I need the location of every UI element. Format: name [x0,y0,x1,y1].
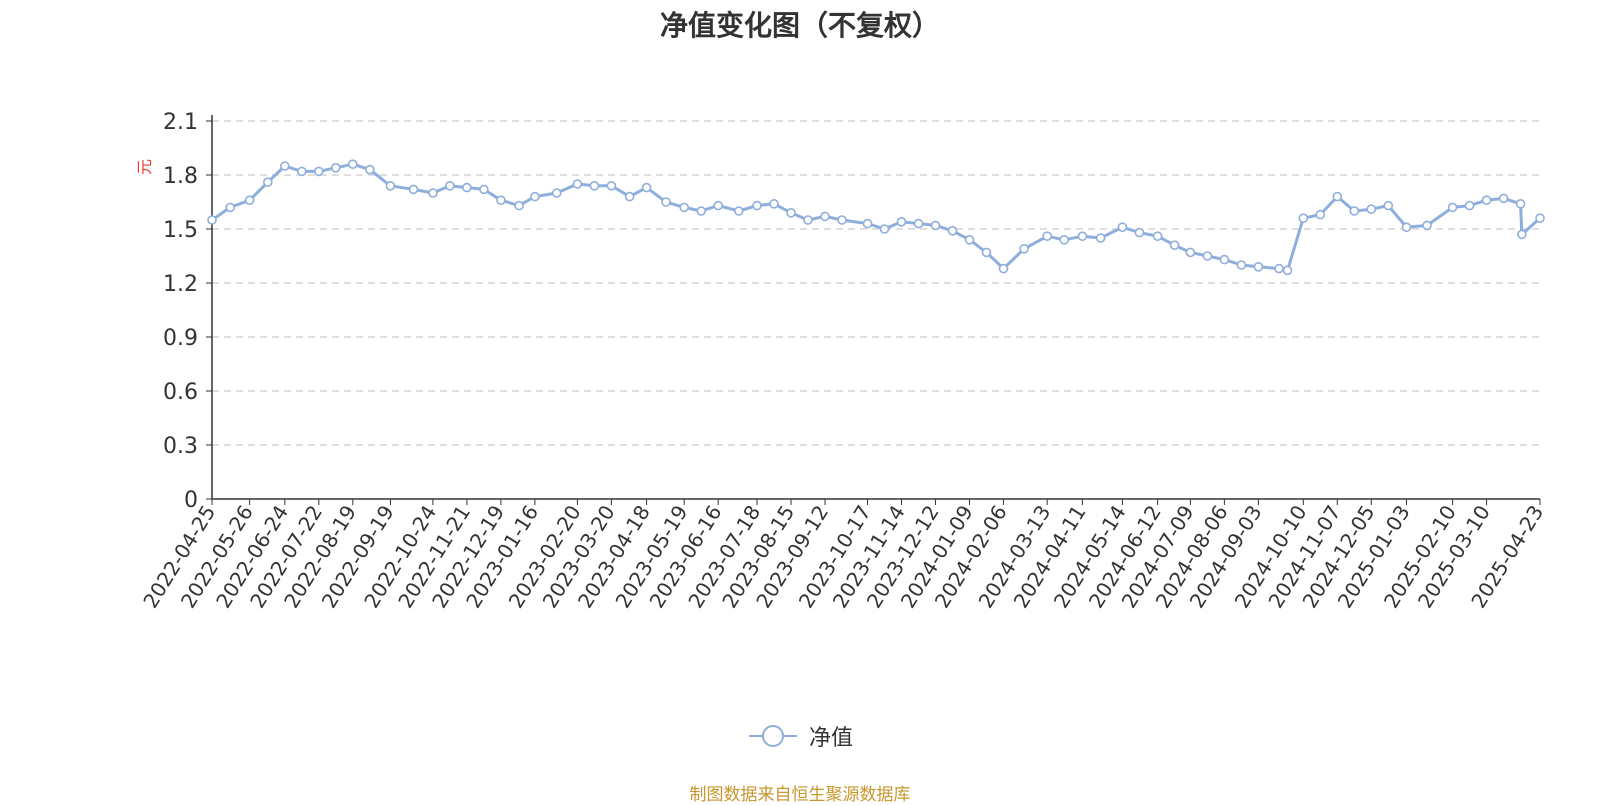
data-point[interactable] [981,247,992,258]
y-axis-unit-label: 元 [135,159,154,175]
data-point[interactable] [837,215,847,225]
data-point[interactable] [330,163,341,173]
data-point[interactable] [408,184,419,195]
data-point[interactable] [530,191,540,202]
data-point[interactable] [1464,200,1475,211]
y-tick-label: 0.3 [163,434,198,459]
data-point[interactable] [479,184,489,195]
y-tick-label: 1.2 [163,272,198,297]
data-point[interactable] [385,181,396,191]
data-point[interactable] [1077,231,1088,241]
data-point[interactable] [1447,202,1458,213]
series-nav-line [207,159,1545,276]
data-point[interactable] [572,179,583,189]
data-point[interactable] [661,197,671,207]
data-point[interactable] [1019,244,1029,254]
y-tick-label: 0.9 [163,326,198,351]
data-point[interactable] [803,215,813,225]
data-point[interactable] [1298,213,1309,223]
data-point[interactable] [496,195,506,205]
data-point[interactable] [1515,199,1526,209]
data-point[interactable] [1422,220,1432,231]
legend[interactable]: 净值 [0,720,1600,752]
data-point[interactable] [1219,254,1230,265]
data-point[interactable] [1349,206,1360,216]
data-point[interactable] [445,181,455,191]
data-point[interactable] [1042,231,1052,241]
data-point[interactable] [1152,231,1163,241]
data-point[interactable] [862,218,873,229]
series-line [210,162,1542,272]
data-point[interactable] [896,217,907,227]
data-point[interactable] [641,182,652,193]
data-point[interactable] [514,200,524,211]
data-point[interactable] [207,215,217,225]
data-point[interactable] [1169,240,1180,250]
data-point[interactable] [786,208,796,218]
data-point[interactable] [279,161,290,171]
y-tick-label: 1.5 [163,218,198,243]
data-point[interactable] [1117,222,1128,232]
axes [206,115,1541,505]
data-point[interactable] [313,166,324,177]
data-point[interactable] [1481,195,1492,205]
y-tick-labels: 0 0.3 0.6 0.9 1.2 1.5 1.8 2.1 [163,110,198,513]
data-point[interactable] [244,195,255,205]
data-point[interactable] [364,164,375,175]
data-source-note: 制图数据来自恒生聚源数据库 [689,785,911,805]
data-point[interactable] [1332,191,1343,202]
data-point[interactable] [262,177,273,187]
data-point[interactable] [1517,229,1527,240]
legend-line-circle-icon [748,725,797,747]
data-point[interactable] [606,181,617,191]
gridlines [212,120,1540,446]
data-point[interactable] [1253,261,1264,272]
data-point[interactable] [752,200,762,211]
legend-label: 净值 [808,726,853,751]
data-point[interactable] [462,182,472,193]
data-point[interactable] [1095,233,1106,243]
x-tick-labels: 2022-04-252022-05-262022-06-242022-07-22… [138,501,1548,612]
data-point[interactable] [296,166,307,177]
data-point[interactable] [1498,193,1509,204]
data-point[interactable] [998,263,1009,274]
data-point[interactable] [769,199,779,209]
data-point[interactable] [879,224,890,234]
data-point[interactable] [964,235,975,245]
data-point[interactable] [679,202,690,213]
data-point[interactable] [947,226,958,236]
data-point[interactable] [1383,200,1394,211]
data-point[interactable] [1282,265,1293,276]
data-point[interactable] [1366,204,1377,214]
data-point[interactable] [1535,213,1545,223]
data-point[interactable] [1401,222,1412,232]
data-point[interactable] [551,188,562,198]
y-tick-label: 1.8 [163,164,198,189]
y-tick-label: 0.6 [163,380,198,405]
data-point[interactable] [1202,251,1213,261]
data-point[interactable] [1315,209,1326,220]
data-point[interactable] [1274,263,1284,274]
data-point[interactable] [930,220,941,231]
data-point[interactable] [820,211,830,222]
data-point[interactable] [624,191,635,202]
data-point[interactable] [1134,227,1145,238]
chart-title: 净值变化图（不复权） [659,9,940,42]
data-point[interactable] [713,200,724,211]
y-tick-label: 2.1 [163,110,198,135]
data-point[interactable] [696,206,707,216]
data-point[interactable] [1185,247,1196,258]
data-point[interactable] [347,159,358,169]
data-point[interactable] [1059,235,1069,245]
data-point[interactable] [589,181,600,191]
data-point[interactable] [913,218,924,229]
data-point[interactable] [1236,260,1247,270]
data-point[interactable] [733,206,744,216]
y-tick-label: 0 [184,488,198,513]
data-point[interactable] [225,202,235,213]
data-point[interactable] [428,188,438,198]
